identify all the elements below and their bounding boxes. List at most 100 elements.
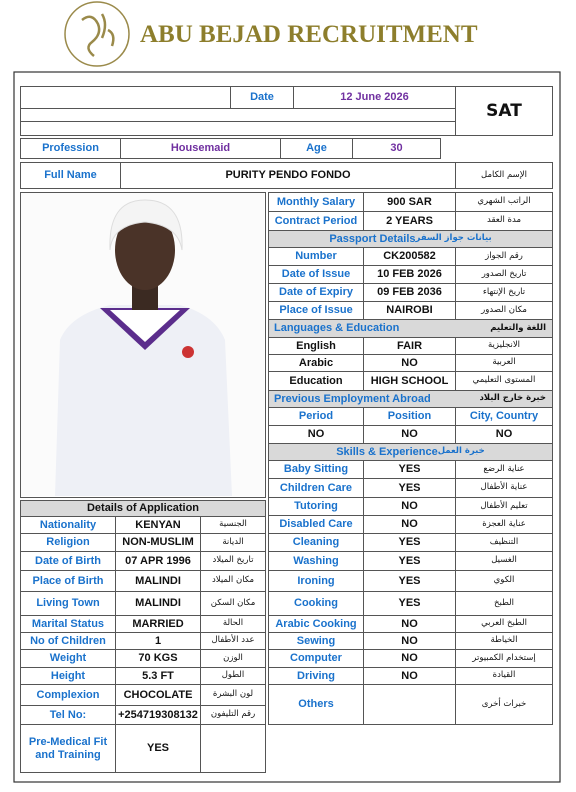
row-label: Others [268,684,364,725]
row-value: YES [363,478,456,498]
row-label: Monthly Salary [268,192,364,212]
row-ar: مكان السكن [200,591,266,616]
row-ar: تاريخ الصدور [455,265,553,284]
row-value: 1 [115,632,201,650]
row-value: MALINDI [115,570,201,592]
row-label: Arabic Cooking [268,615,364,633]
row-label: No of Children [20,632,116,650]
row-value: NO [363,615,456,633]
row-label: Marital Status [20,615,116,633]
row-ar: الكوي [455,570,553,592]
empty-cell [20,121,456,136]
row-value: NO [363,632,456,650]
row-ar: مكان الميلاد [200,570,266,592]
row-ar: الطبخ العربي [455,615,553,633]
row-value: YES [363,570,456,592]
row-label: Height [20,667,116,685]
date-label: Date [230,86,294,109]
date: 12 June 2026 [293,86,456,109]
row-ar: الخياطة [455,632,553,650]
row-value: YES [363,591,456,616]
row-ar: لون البشرة [200,684,266,706]
section-title: اللغة والتعليم [490,322,546,333]
section-header: Previous Employment Abroad خبرة خارج البل… [268,390,553,408]
photo [21,193,264,496]
row-value: HIGH SCHOOL [363,371,456,391]
empty-cell [20,86,231,109]
row-value: 10 FEB 2026 [363,265,456,284]
row-ar: عناية الأطفال [455,478,553,498]
row-value: MALINDI [115,591,201,616]
column-header: Position [363,407,456,426]
row-ar: رقم التليفون [200,705,266,725]
row-value: KENYAN [115,516,201,534]
row-ar: المستوى التعليمي [455,371,553,391]
row-label: Children Care [268,478,364,498]
row-label: Religion [20,533,116,552]
row-value: +254719308132 [115,705,201,725]
row-ar: الوزن [200,649,266,668]
row-value: NO [363,497,456,516]
row-value: CK200582 [363,247,456,266]
row-ar: عدد الأطفال [200,632,266,650]
row-value: 2 YEARS [363,211,456,231]
form-frame [13,71,561,783]
section-title: خبرة العمل [437,446,485,457]
row-label: Baby Sitting [268,460,364,479]
column-header: City, Country [455,407,553,426]
row-label: Contract Period [268,211,364,231]
row-ar: الديانة [200,533,266,552]
row-label: Sewing [268,632,364,650]
row-label: Education [268,371,364,391]
row-label: Date of Birth [20,551,116,571]
row-label: Driving [268,667,364,685]
row-label: Tel No: [20,705,116,725]
row-label: Number [268,247,364,266]
section-header: Skills & Experience خبرة العمل [268,443,553,461]
row-label: Computer [268,649,364,668]
row-ar: الطبخ [455,591,553,616]
row-value: NO [363,515,456,534]
row-value: NO [363,667,456,685]
full-name-ar: الإسم الكامل [455,162,553,189]
row-value: NON-MUSLIM [115,533,201,552]
row-ar: العربية [455,354,553,372]
company-name: ABU BEJAD RECRUITMENT [140,21,478,49]
section-title: خبرة خارج البلاد [479,393,546,404]
row-ar: إستخدام الكمبيوتر [455,649,553,668]
row-value: 07 APR 1996 [115,551,201,571]
row-label: Pre-Medical Fit and Training [20,724,116,773]
age-label: Age [280,138,353,159]
row-label: Ironing [268,570,364,592]
section-title: Skills & Experience [336,445,438,458]
row-ar: الغسيل [455,551,553,571]
row-ar: مدة العقد [455,211,553,231]
row-value: NAIROBI [363,301,456,320]
row-ar: الانجليزية [455,337,553,355]
row-label: Washing [268,551,364,571]
row-value: MARRIED [115,615,201,633]
row-label: Place of Birth [20,570,116,592]
row-label: Disabled Care [268,515,364,534]
section-header: Passport Details بيانات جواز السفر [268,230,553,248]
column-header: Period [268,407,364,426]
empty-cell [363,684,456,725]
row-ar: مكان الصدور [455,301,553,320]
row-ar: القيادة [455,667,553,685]
full-name-label: Full Name [20,162,121,189]
row-ar: خبرات أخرى [455,684,553,725]
section-header: Languages & Education اللغة والتعليم [268,319,553,338]
row-label: Living Town [20,591,116,616]
row-value: CHOCOLATE [115,684,201,706]
section-header: Details of Application [20,500,266,517]
row-value: 70 KGS [115,649,201,668]
row-value: YES [363,551,456,571]
row-label: Cooking [268,591,364,616]
row-ar: عناية الرضع [455,460,553,479]
row-label: Weight [20,649,116,668]
row-value: YES [363,533,456,552]
full-name: PURITY PENDO FONDO [120,162,456,189]
row-label: Cleaning [268,533,364,552]
